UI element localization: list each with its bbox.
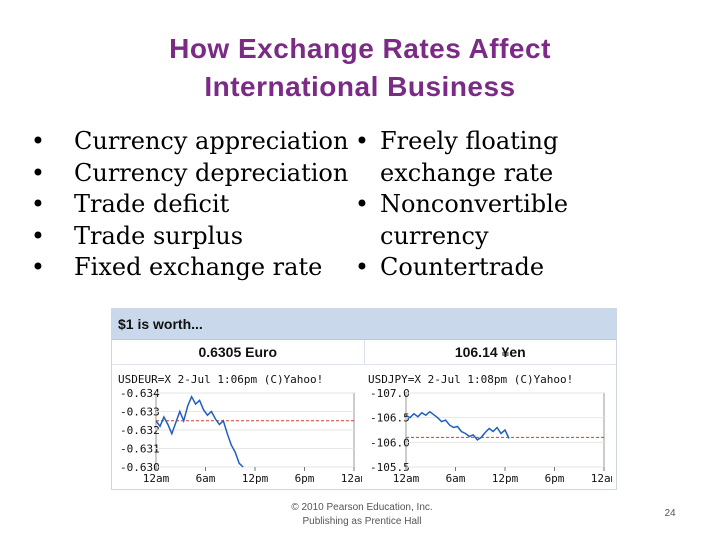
bullet-text-line: Nonconvertible: [380, 190, 569, 218]
bullet-text: Trade deficit: [74, 190, 230, 218]
bullet-text: Trade surplus: [74, 221, 244, 250]
x-tick-label: 12am: [591, 472, 612, 485]
chart-label: USDJPY=X 2-Jul 1:08pm (C)Yahoo!: [368, 373, 573, 386]
bullet-dot: •: [354, 253, 370, 281]
right-bullet-list: • Freely floating exchange rate • Noncon…: [352, 126, 692, 284]
bullet-text-line: Freely floating: [380, 127, 559, 155]
x-tick-label: 12am: [341, 472, 362, 485]
bullet-item: • Trade surplus: [28, 221, 358, 253]
bullet-dot: •: [30, 127, 46, 155]
exchange-rate-widget: $1 is worth... 0.6305 Euro 106.14 ¥en US…: [111, 308, 617, 490]
y-tick-label: -0.634: [120, 387, 160, 400]
bullet-dot: •: [30, 221, 46, 250]
x-tick-label: 6pm: [545, 472, 565, 485]
bullet-item: • Fixed exchange rate: [28, 252, 358, 284]
bullet-dot: •: [30, 253, 46, 281]
bullet-dot: •: [354, 190, 370, 218]
x-tick-label: 6am: [446, 472, 466, 485]
bullet-text: Currency depreciation: [74, 158, 349, 187]
copyright-footer: © 2010 Pearson Education, Inc. Publishin…: [268, 501, 456, 529]
footer-line-2: Publishing as Prentice Hall: [302, 516, 422, 527]
bullet-item: • Countertrade: [352, 252, 692, 284]
y-tick-label: -0.632: [120, 424, 160, 437]
y-tick-label: -107.0: [370, 387, 410, 400]
y-tick-label: -0.630: [120, 461, 160, 474]
bullet-dot: •: [30, 158, 46, 187]
bullet-text-line: Countertrade: [380, 253, 545, 281]
footer-line-1: © 2010 Pearson Education, Inc.: [291, 502, 433, 513]
chart-area: USDEUR=X 2-Jul 1:06pm (C)Yahoo! -0.634 -0.…: [112, 367, 616, 489]
y-tick-label: -0.631: [120, 443, 160, 456]
y-tick-label: -105.5: [370, 461, 410, 474]
left-bullet-list: • Currency appreciation • Currency depre…: [28, 126, 358, 284]
x-tick-label: 12am: [393, 472, 420, 485]
x-tick-label: 12pm: [492, 472, 519, 485]
usd-eur-rate: 0.6305 Euro: [198, 344, 278, 360]
chart-label: USDEUR=X 2-Jul 1:06pm (C)Yahoo!: [118, 373, 323, 386]
y-tick-label: -106.0: [370, 436, 410, 449]
page-number: 24: [664, 508, 676, 519]
bullet-item: • Freely floating exchange rate: [352, 126, 692, 189]
price-series-line: [405, 410, 510, 441]
y-tick-label: -106.5: [370, 412, 410, 425]
usdjpy-chart-svg: USDJPY=X 2-Jul 1:08pm (C)Yahoo!-107.0 -10…: [368, 373, 612, 485]
price-series-line: [155, 394, 244, 468]
bullet-text: Fixed exchange rate: [74, 253, 323, 281]
bullet-text: Currency appreciation: [74, 127, 349, 155]
x-tick-label: 12pm: [242, 472, 269, 485]
title-line-1: How Exchange Rates Affect: [169, 33, 551, 64]
title-line-2: International Business: [204, 71, 516, 102]
usdeur-chart-svg: USDEUR=X 2-Jul 1:06pm (C)Yahoo!-0.634 -0.…: [118, 373, 362, 485]
bullet-dot: •: [30, 190, 46, 218]
rate-row: 0.6305 Euro 106.14 ¥en: [112, 340, 616, 365]
bullet-text-line: currency: [380, 221, 489, 250]
x-tick-label: 12am: [143, 472, 170, 485]
usd-jpy-rate: 106.14 ¥en: [363, 340, 617, 364]
bullet-dot: •: [354, 127, 370, 155]
bullet-item: • Currency appreciation: [28, 126, 358, 158]
slide-title: How Exchange Rates Affect International …: [0, 30, 720, 106]
x-tick-label: 6pm: [295, 472, 315, 485]
bullet-item: • Trade deficit: [28, 189, 358, 221]
usdjpy-chart: USDJPY=X 2-Jul 1:08pm (C)Yahoo! -107.0 -10…: [366, 369, 612, 487]
bullet-text-line: exchange rate: [380, 158, 554, 187]
x-tick-label: 6am: [196, 472, 216, 485]
y-tick-label: -0.633: [120, 406, 160, 419]
bullet-item: • Currency depreciation: [28, 158, 358, 190]
usdeur-chart: USDEUR=X 2-Jul 1:06pm (C)Yahoo! -0.634 -0.…: [116, 369, 362, 487]
widget-header: $1 is worth...: [112, 309, 616, 340]
bullet-item: • Nonconvertible currency: [352, 189, 692, 252]
